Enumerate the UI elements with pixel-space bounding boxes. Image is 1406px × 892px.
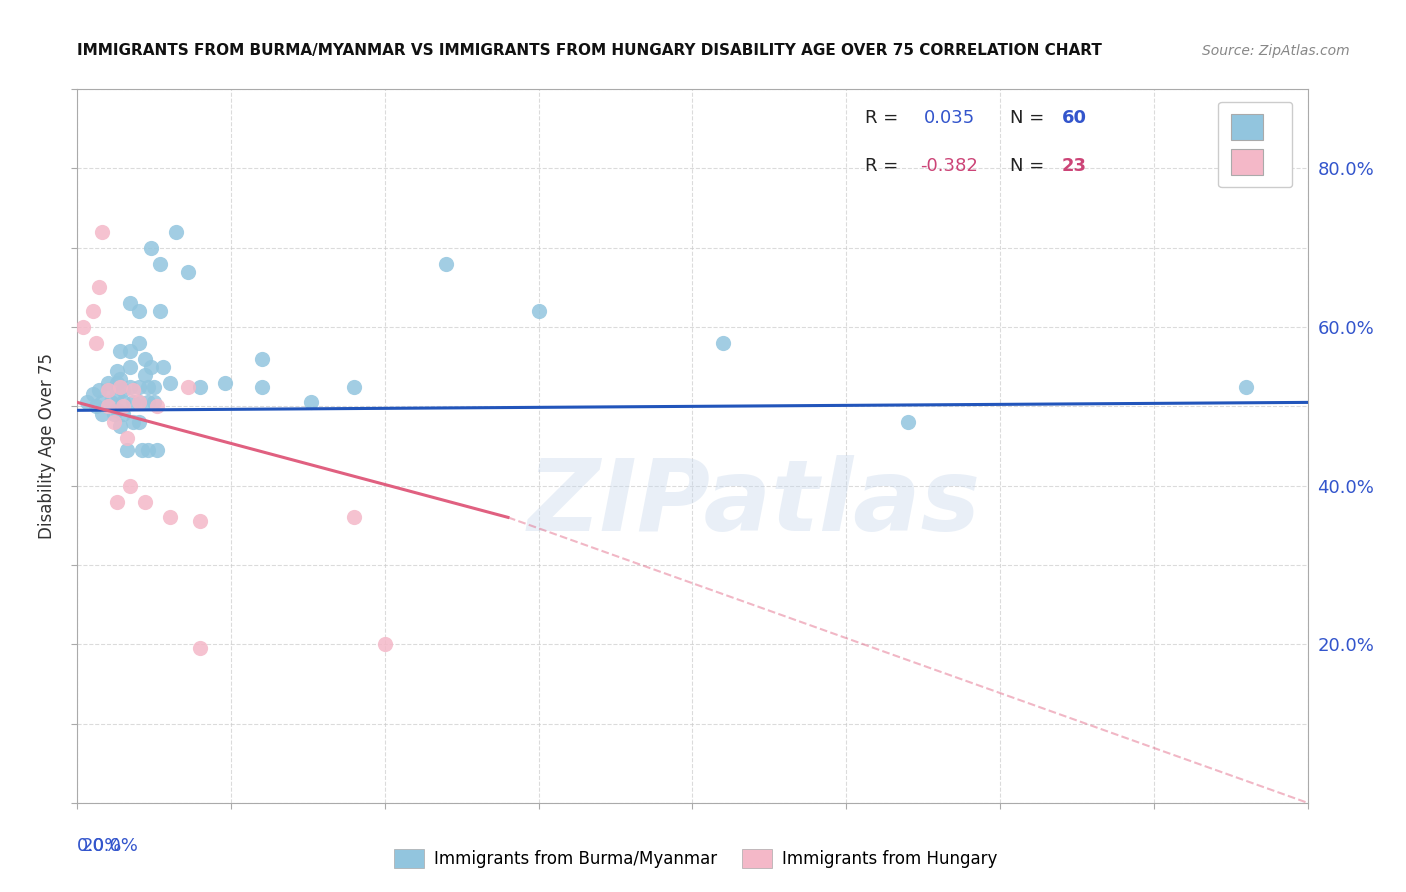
- Point: [897, 415, 920, 429]
- Point: [128, 304, 150, 318]
- Point: [159, 376, 181, 390]
- Legend: Immigrants from Burma/Myanmar, Immigrants from Hungary: Immigrants from Burma/Myanmar, Immigrant…: [388, 843, 1004, 875]
- Point: [141, 241, 163, 255]
- Text: 0.0%: 0.0%: [77, 837, 122, 855]
- Point: [374, 637, 396, 651]
- Point: [343, 510, 366, 524]
- Point: [82, 387, 104, 401]
- Point: [128, 415, 150, 429]
- Text: Source: ZipAtlas.com: Source: ZipAtlas.com: [1202, 44, 1350, 58]
- Point: [343, 379, 366, 393]
- Point: [177, 379, 200, 393]
- Text: R =: R =: [865, 157, 904, 175]
- Point: [90, 395, 114, 409]
- Point: [90, 407, 114, 421]
- Point: [141, 359, 163, 374]
- Point: [97, 376, 120, 390]
- Point: [128, 335, 150, 350]
- Point: [112, 395, 135, 409]
- Point: [115, 431, 138, 445]
- Point: [134, 368, 156, 382]
- Point: [146, 400, 169, 414]
- Point: [105, 494, 128, 508]
- Point: [103, 415, 125, 429]
- Point: [214, 376, 236, 390]
- Text: -0.382: -0.382: [920, 157, 979, 175]
- Text: 20.0%: 20.0%: [82, 837, 139, 855]
- Point: [134, 351, 156, 366]
- Point: [112, 407, 135, 421]
- Point: [103, 407, 125, 421]
- Point: [105, 403, 128, 417]
- Point: [90, 225, 114, 239]
- Point: [84, 335, 107, 350]
- Point: [97, 384, 120, 398]
- Point: [128, 395, 150, 409]
- Point: [711, 335, 734, 350]
- Point: [118, 296, 141, 310]
- Y-axis label: Disability Age Over 75: Disability Age Over 75: [38, 353, 56, 539]
- Point: [136, 395, 159, 409]
- Point: [128, 379, 150, 393]
- Point: [110, 371, 132, 385]
- Point: [146, 442, 169, 457]
- Point: [136, 442, 159, 457]
- Point: [299, 395, 322, 409]
- Point: [121, 415, 143, 429]
- Point: [84, 400, 107, 414]
- Point: [97, 384, 120, 398]
- Point: [87, 280, 110, 294]
- Point: [436, 257, 458, 271]
- Point: [250, 379, 273, 393]
- Point: [190, 514, 212, 528]
- Point: [165, 225, 187, 239]
- Point: [105, 387, 128, 401]
- Point: [131, 442, 153, 457]
- Text: N =: N =: [1010, 157, 1050, 175]
- Point: [118, 343, 141, 358]
- Point: [149, 304, 172, 318]
- Point: [115, 442, 138, 457]
- Point: [112, 384, 135, 398]
- Text: N =: N =: [1010, 109, 1050, 127]
- Point: [152, 359, 174, 374]
- Text: R =: R =: [865, 109, 904, 127]
- Point: [100, 395, 122, 409]
- Point: [250, 351, 273, 366]
- Text: 60: 60: [1062, 109, 1087, 127]
- Point: [527, 304, 550, 318]
- Text: 23: 23: [1062, 157, 1087, 175]
- Point: [149, 257, 172, 271]
- Point: [82, 304, 104, 318]
- Point: [105, 376, 128, 390]
- Point: [190, 379, 212, 393]
- Point: [105, 364, 128, 378]
- Text: IMMIGRANTS FROM BURMA/MYANMAR VS IMMIGRANTS FROM HUNGARY DISABILITY AGE OVER 75 : IMMIGRANTS FROM BURMA/MYANMAR VS IMMIGRA…: [77, 43, 1102, 58]
- Point: [1234, 379, 1257, 393]
- Point: [110, 343, 132, 358]
- Point: [110, 379, 132, 393]
- Point: [110, 419, 132, 434]
- Text: 0.035: 0.035: [924, 109, 974, 127]
- Point: [136, 379, 159, 393]
- Text: ZIPatlas: ZIPatlas: [527, 455, 980, 551]
- Point: [76, 395, 98, 409]
- Point: [87, 384, 110, 398]
- Point: [177, 264, 200, 278]
- Point: [121, 384, 143, 398]
- Point: [143, 379, 166, 393]
- Point: [190, 641, 212, 656]
- Point: [118, 359, 141, 374]
- Legend:  ,  : ,: [1218, 102, 1292, 187]
- Point: [159, 510, 181, 524]
- Point: [97, 400, 120, 414]
- Point: [143, 395, 166, 409]
- Point: [128, 395, 150, 409]
- Point: [121, 395, 143, 409]
- Point: [118, 478, 141, 492]
- Point: [118, 379, 141, 393]
- Point: [112, 400, 135, 414]
- Point: [134, 494, 156, 508]
- Point: [72, 320, 94, 334]
